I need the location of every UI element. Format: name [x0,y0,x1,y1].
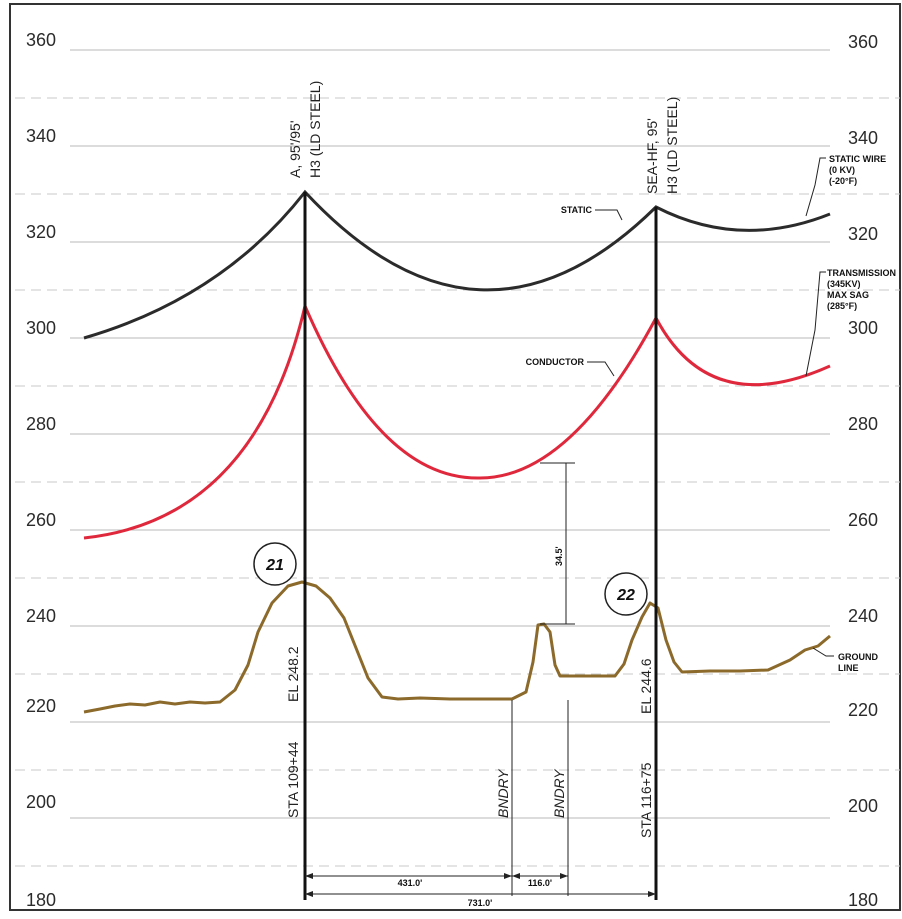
elev-label-left: 220 [26,696,56,716]
structure-21-type-line2: H3 (LD STEEL) [307,81,323,178]
elev-label-left: 340 [26,126,56,146]
elev-label-right: 320 [848,224,878,244]
static-wire-line [83,189,831,340]
structure-22-type-line2: H3 (LD STEEL) [664,97,680,194]
elev-label-right: 260 [848,510,878,530]
structure-21-station: STA 109+44 [285,741,301,818]
static-callout: STATIC [561,205,593,215]
transmission-callout-line4: (285°F) [827,301,857,311]
elev-label-right: 280 [848,414,878,434]
elev-label-left: 280 [26,414,56,434]
elev-label-right: 220 [848,700,878,720]
span-total-arrow-right [648,891,656,897]
static-leader [595,209,623,221]
ground-line-leader [812,647,834,657]
structure-21-number: 21 [265,557,284,574]
elev-label-left: 320 [26,222,56,242]
static-wire-callout-line2: (0 KV) [829,165,855,175]
elev-label-right: 200 [848,796,878,816]
elev-label-left: 240 [26,606,56,626]
ground-line-callout-line2: LINE [838,663,859,673]
elev-label-left: 200 [26,792,56,812]
span-a-label: 431.0' [398,878,423,888]
elev-label-left: 180 [26,890,56,910]
conductor-line [83,301,831,540]
span-b-arrow-left [512,873,520,879]
structure-21-elevation: EL 248.2 [285,646,301,702]
structure-21-type-line1: A, 95'/95' [287,121,303,179]
static-wire-callout-line3: (-20°F) [829,176,857,186]
boundary-label-2: BNDRY [551,768,567,818]
structure-22-marker [604,572,648,616]
span-a-arrow-right [504,873,512,879]
transmission-callout-line3: MAX SAG [827,290,869,300]
structure-22-station: STA 116+75 [638,762,654,838]
transmission-callout-line1: TRANSMISSION [827,268,896,278]
conductor-leader [587,361,615,377]
structure-21-marker [253,542,297,586]
elev-label-left: 360 [26,30,56,50]
structure-22-number: 22 [616,587,635,604]
clearance-dimension-label: 34.5' [554,546,564,566]
callout-leaders [587,157,834,657]
boundary-label-1: BNDRY [495,768,511,818]
span-b-arrow-right [560,873,568,879]
transmission-leader [805,271,826,377]
ground-line [83,580,831,714]
static-wire-leader [805,157,826,217]
elev-label-right: 240 [848,606,878,626]
elev-label-right: 340 [848,128,878,148]
span-b-label: 116.0' [528,878,552,888]
elev-label-right: 360 [848,32,878,52]
ground-line-callout-line1: GROUND [838,652,878,662]
elev-label-right: 300 [848,318,878,338]
elev-label-left: 260 [26,510,56,530]
transmission-callout-line2: (345KV) [827,279,861,289]
elev-label-left: 300 [26,318,56,338]
span-total-label: 731.0' [468,898,493,908]
elevation-labels-left: 360 340 320 300 280 260 240 220 200 180 [26,30,56,910]
elevation-labels-right: 360 340 320 300 280 260 240 220 200 180 [848,32,878,910]
conductor-callout: CONDUCTOR [526,357,585,367]
drawing-frame [9,3,901,911]
elev-label-right: 180 [848,890,878,910]
static-wire-callout-line1: STATIC WIRE [829,154,886,164]
span-total-arrow-left [305,891,313,897]
span-a-arrow-left [305,873,313,879]
gridlines [15,49,900,867]
structure-22-elevation: EL 244.6 [638,658,654,714]
structure-22-type-line1: SEA-HF, 95' [644,118,660,194]
